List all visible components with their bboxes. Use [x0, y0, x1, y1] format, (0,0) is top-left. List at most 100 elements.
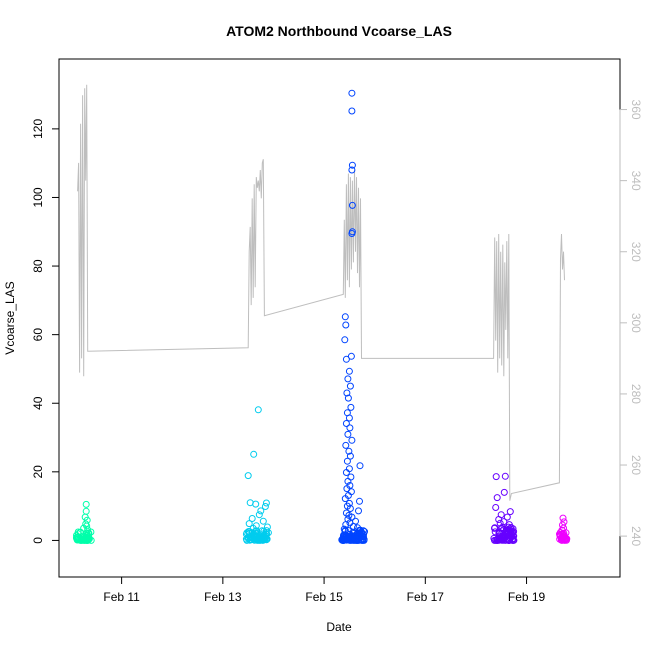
data-point: [503, 513, 511, 521]
data-point: [492, 504, 500, 511]
data-point: [496, 519, 504, 527]
data-point: [73, 536, 81, 544]
data-point: [563, 536, 570, 544]
data-point: [347, 352, 355, 360]
data-point: [348, 89, 356, 97]
data-point: [493, 494, 501, 502]
y-tick-label-left: 40: [31, 396, 45, 410]
data-point: [244, 472, 252, 480]
y-tick-label-right: 300: [629, 313, 643, 333]
data-point: [348, 230, 356, 237]
data-point: [254, 406, 262, 414]
data-point: [356, 462, 364, 470]
data-point: [261, 503, 269, 510]
data-point: [343, 389, 351, 397]
y-tick-label-left: 120: [31, 119, 45, 139]
data-point: [359, 536, 367, 544]
data-point: [342, 355, 350, 363]
data-point: [341, 495, 349, 503]
data-point: [245, 528, 252, 536]
data-point: [259, 517, 267, 525]
data-point: [346, 532, 354, 540]
data-point: [358, 529, 366, 537]
y-tick-label-right: 260: [629, 455, 643, 475]
y-tick-label-left: 100: [31, 187, 45, 207]
data-point: [345, 535, 353, 543]
data-point: [500, 488, 508, 496]
data-point: [249, 524, 257, 532]
point-cluster-4: [490, 472, 518, 544]
data-point: [348, 161, 356, 169]
data-point: [346, 505, 354, 512]
point-cluster-5: [556, 514, 571, 544]
point-cluster-2: [242, 406, 272, 544]
data-point: [248, 515, 256, 522]
data-point: [263, 535, 271, 543]
y-tick-label-right: 240: [629, 526, 643, 546]
data-point: [509, 525, 517, 533]
y-tick-label-right: 340: [629, 171, 643, 191]
data-point: [345, 414, 353, 422]
data-point: [348, 166, 356, 174]
chart-title: ATOM2 Northbound Vcoarse_LAS: [226, 23, 452, 39]
data-point: [84, 526, 92, 534]
data-point: [346, 424, 354, 432]
x-tick-label: Feb 15: [305, 590, 343, 604]
point-cluster-3: [338, 89, 368, 544]
data-point: [341, 336, 349, 344]
x-tick-label: Feb 11: [103, 590, 140, 604]
data-point: [345, 367, 353, 375]
data-point: [344, 477, 352, 485]
data-point: [80, 536, 88, 544]
data-point: [250, 450, 258, 458]
data-point: [85, 532, 93, 540]
data-point: [342, 321, 350, 329]
data-point: [491, 524, 498, 532]
data-point: [263, 534, 270, 542]
right-axis-series-line: [77, 84, 565, 501]
data-point: [346, 519, 354, 527]
data-point: [494, 536, 502, 544]
data-point: [348, 107, 356, 115]
data-point: [505, 521, 513, 529]
data-point: [348, 201, 356, 209]
data-point: [355, 507, 362, 515]
data-point: [350, 536, 358, 544]
data-point: [501, 472, 509, 480]
y-axis-right: 240 260 280 300 320 340 360: [619, 100, 643, 546]
y-tick-label-left: 20: [31, 465, 45, 479]
x-tick-label: Feb 13: [204, 590, 242, 604]
data-point: [342, 469, 350, 476]
y-tick-label-left: 60: [31, 328, 45, 342]
data-point: [256, 536, 264, 544]
data-point: [497, 536, 505, 544]
y-tick-label-right: 280: [629, 384, 643, 404]
data-point: [255, 511, 263, 519]
data-point: [559, 514, 567, 522]
data-point: [344, 430, 352, 438]
data-point: [348, 436, 356, 444]
point-cluster-1: [73, 500, 95, 544]
data-point: [82, 500, 90, 508]
data-point: [558, 526, 566, 534]
data-point: [506, 508, 514, 516]
x-axis: Feb 11 Feb 13 Feb 15 Feb 17 Feb 19: [103, 576, 546, 604]
scatter-points-layer: [73, 89, 571, 544]
data-point: [349, 522, 357, 530]
y-tick-label-left: 80: [31, 259, 45, 273]
data-point: [252, 500, 260, 508]
data-point: [491, 528, 499, 536]
data-point: [500, 518, 508, 526]
data-point: [80, 524, 88, 532]
data-point: [502, 527, 510, 535]
data-point: [342, 420, 350, 427]
data-point: [354, 524, 361, 532]
data-point: [344, 375, 352, 383]
data-point: [560, 524, 567, 532]
y-axis-label: Vcoarse_LAS: [3, 281, 17, 354]
data-point: [559, 521, 566, 529]
data-point: [347, 473, 355, 481]
x-tick-label: Feb 19: [508, 590, 546, 604]
data-point: [84, 536, 92, 544]
data-point: [73, 533, 81, 541]
